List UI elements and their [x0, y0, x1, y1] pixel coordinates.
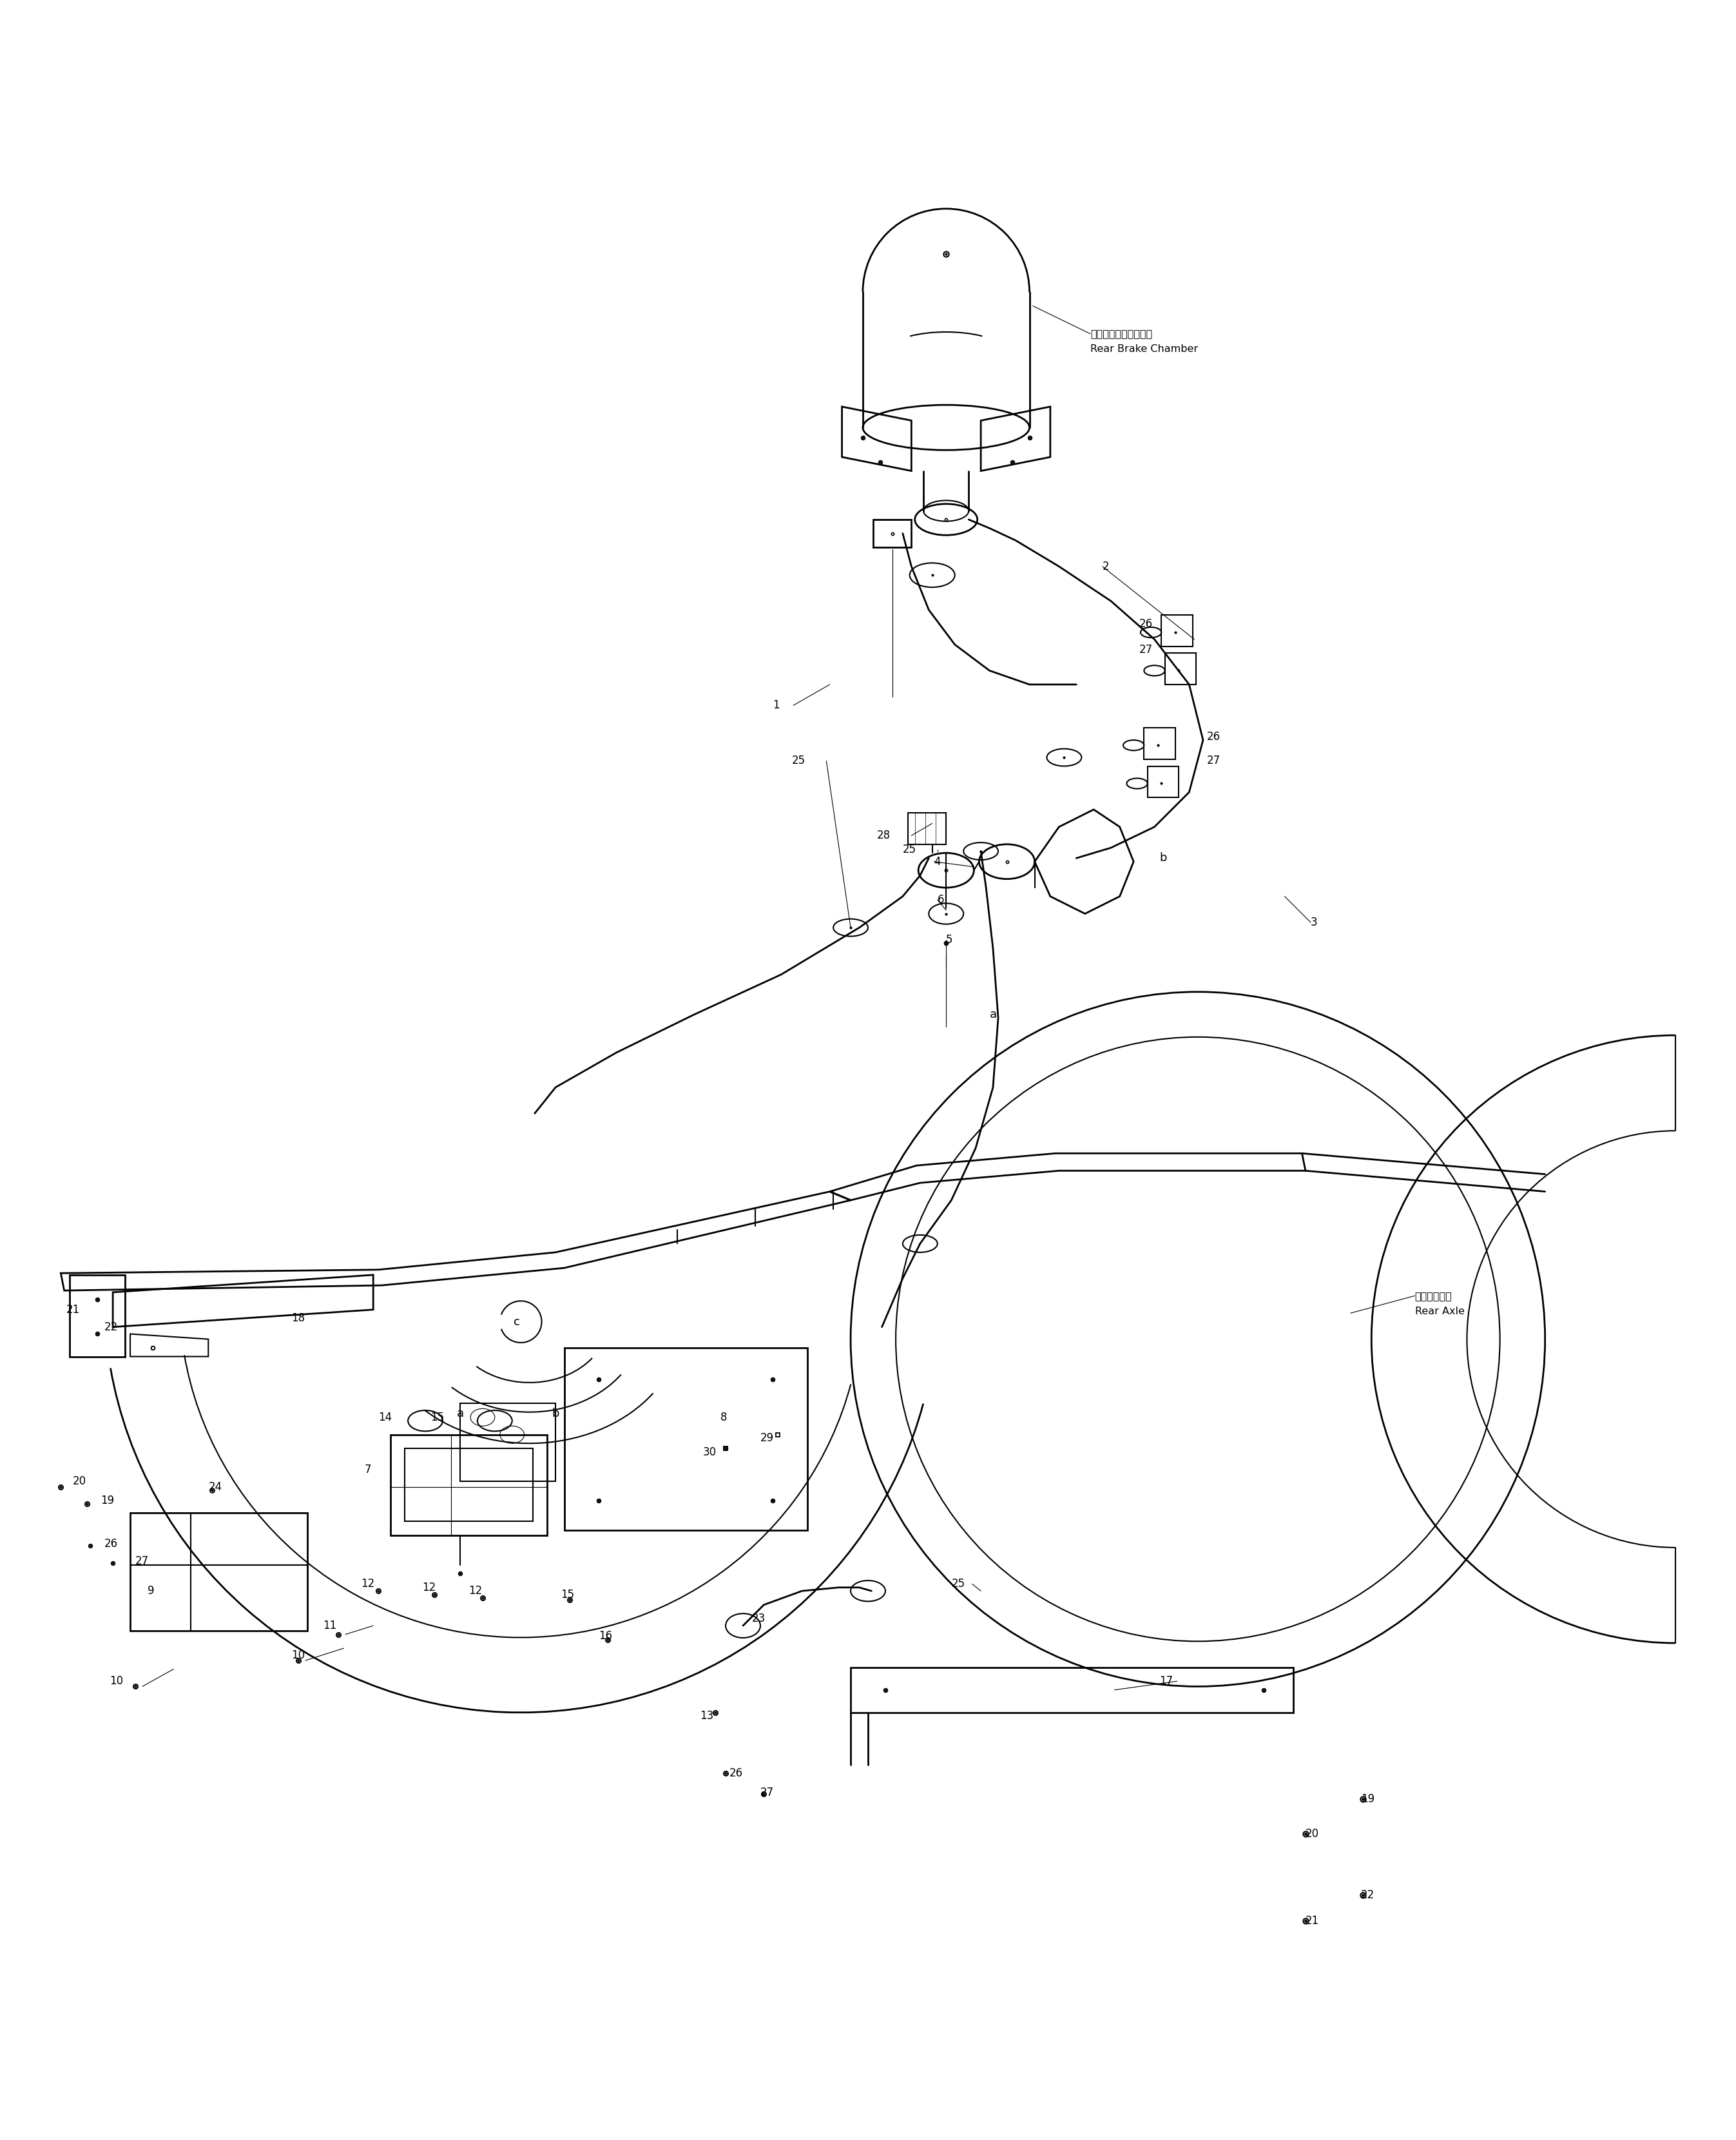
Bar: [908, 813, 946, 845]
Text: 21: 21: [1305, 1915, 1319, 1926]
Text: 22: 22: [104, 1320, 118, 1333]
Text: 25: 25: [792, 755, 806, 766]
Text: 1: 1: [773, 700, 779, 710]
Text: b: b: [552, 1408, 559, 1419]
Text: 9: 9: [148, 1586, 155, 1596]
Text: Rear Brake Chamber: Rear Brake Chamber: [1090, 345, 1198, 355]
Text: 29: 29: [760, 1432, 774, 1444]
Text: b: b: [1160, 852, 1167, 865]
Text: 30: 30: [703, 1447, 717, 1457]
Text: 27: 27: [760, 1787, 774, 1798]
Text: 28: 28: [877, 830, 891, 841]
Bar: [873, 520, 911, 548]
Text: 26: 26: [1139, 618, 1153, 629]
Text: 12: 12: [422, 1581, 436, 1594]
Text: 26: 26: [104, 1539, 118, 1549]
Text: 6: 6: [937, 895, 944, 905]
Text: 25: 25: [951, 1577, 965, 1590]
Text: 3: 3: [1311, 916, 1318, 929]
Text: 26: 26: [1207, 730, 1220, 743]
Text: 20: 20: [1305, 1828, 1319, 1840]
Text: 13: 13: [700, 1710, 713, 1723]
Text: 27: 27: [1207, 755, 1220, 766]
Text: 17: 17: [1160, 1676, 1174, 1686]
Text: 24: 24: [208, 1481, 222, 1492]
Text: 22: 22: [1361, 1890, 1375, 1900]
Text: 5: 5: [946, 933, 953, 946]
Text: 14: 14: [378, 1412, 392, 1423]
Bar: [1147, 766, 1179, 798]
Text: 25: 25: [903, 843, 917, 856]
Text: 19: 19: [101, 1496, 115, 1507]
Text: 10: 10: [292, 1650, 306, 1661]
Text: 23: 23: [752, 1614, 766, 1624]
Text: 12: 12: [469, 1586, 483, 1596]
Bar: [130, 1513, 307, 1631]
Text: 20: 20: [73, 1477, 87, 1487]
Text: 21: 21: [66, 1303, 80, 1316]
Text: 2: 2: [1102, 561, 1109, 571]
Text: 7: 7: [365, 1464, 372, 1474]
Text: c: c: [514, 1316, 521, 1327]
Text: 4: 4: [934, 856, 941, 867]
Text: リヤアクスル: リヤアクスル: [1415, 1290, 1451, 1301]
Text: 10: 10: [109, 1676, 123, 1686]
Text: 8: 8: [720, 1412, 727, 1423]
Text: 12: 12: [361, 1577, 375, 1590]
Bar: [1165, 653, 1196, 685]
Text: 15: 15: [431, 1412, 444, 1423]
Text: 16: 16: [599, 1631, 613, 1641]
Text: 27: 27: [1139, 644, 1153, 655]
Text: 15: 15: [561, 1588, 575, 1601]
Bar: [1161, 614, 1193, 646]
Text: 18: 18: [292, 1312, 306, 1325]
Text: 11: 11: [323, 1620, 337, 1631]
Text: a: a: [457, 1408, 464, 1419]
Text: リヤブレーキチャンバ: リヤブレーキチャンバ: [1090, 330, 1153, 338]
Text: Rear Axle: Rear Axle: [1415, 1308, 1465, 1316]
Text: a: a: [990, 1008, 996, 1021]
Text: 26: 26: [729, 1768, 743, 1778]
Text: 19: 19: [1361, 1793, 1375, 1806]
Text: 27: 27: [135, 1556, 149, 1566]
Bar: [1144, 728, 1175, 760]
Bar: [391, 1434, 547, 1534]
Bar: [460, 1404, 556, 1481]
Bar: [404, 1449, 533, 1522]
